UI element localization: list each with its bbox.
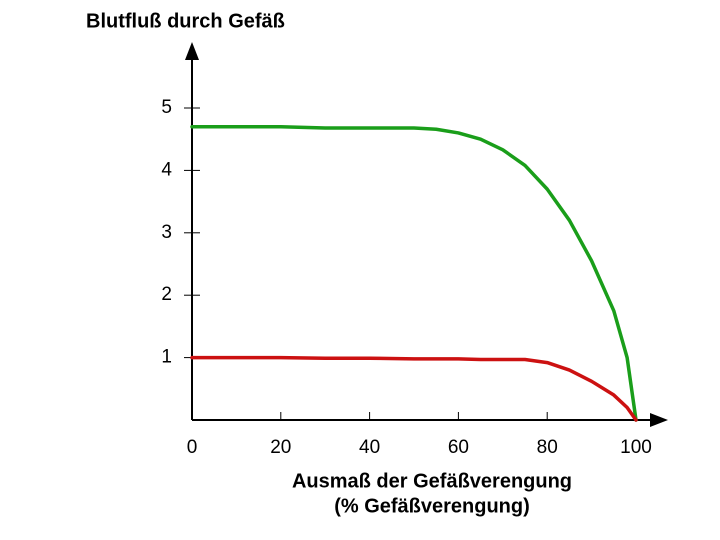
line xyxy=(190,124,638,422)
x-axis-label: (% Gefäßverengung) xyxy=(334,495,530,517)
y-tick-label: 3 xyxy=(161,222,172,243)
y-tick-label: 4 xyxy=(161,159,172,180)
y-tick-label: 1 xyxy=(161,347,172,368)
y-tick-label: 5 xyxy=(161,97,172,118)
x-tick-label: 0 xyxy=(187,437,198,458)
x-axis-label: Ausmaß der Gefäßverengung xyxy=(292,470,572,492)
line xyxy=(190,355,638,422)
x-tick-label: 40 xyxy=(359,437,380,458)
y-tick-label: 2 xyxy=(161,284,172,305)
x-tick-label: 20 xyxy=(270,437,291,458)
x-axis-arrow xyxy=(650,413,668,427)
x-tick-label: 80 xyxy=(537,437,558,458)
y-axis-arrow xyxy=(185,42,199,60)
x-tick-label: 100 xyxy=(620,437,652,458)
x-tick-label: 60 xyxy=(448,437,469,458)
y-axis-label: Blutfluß durch Gefäß xyxy=(86,10,285,32)
